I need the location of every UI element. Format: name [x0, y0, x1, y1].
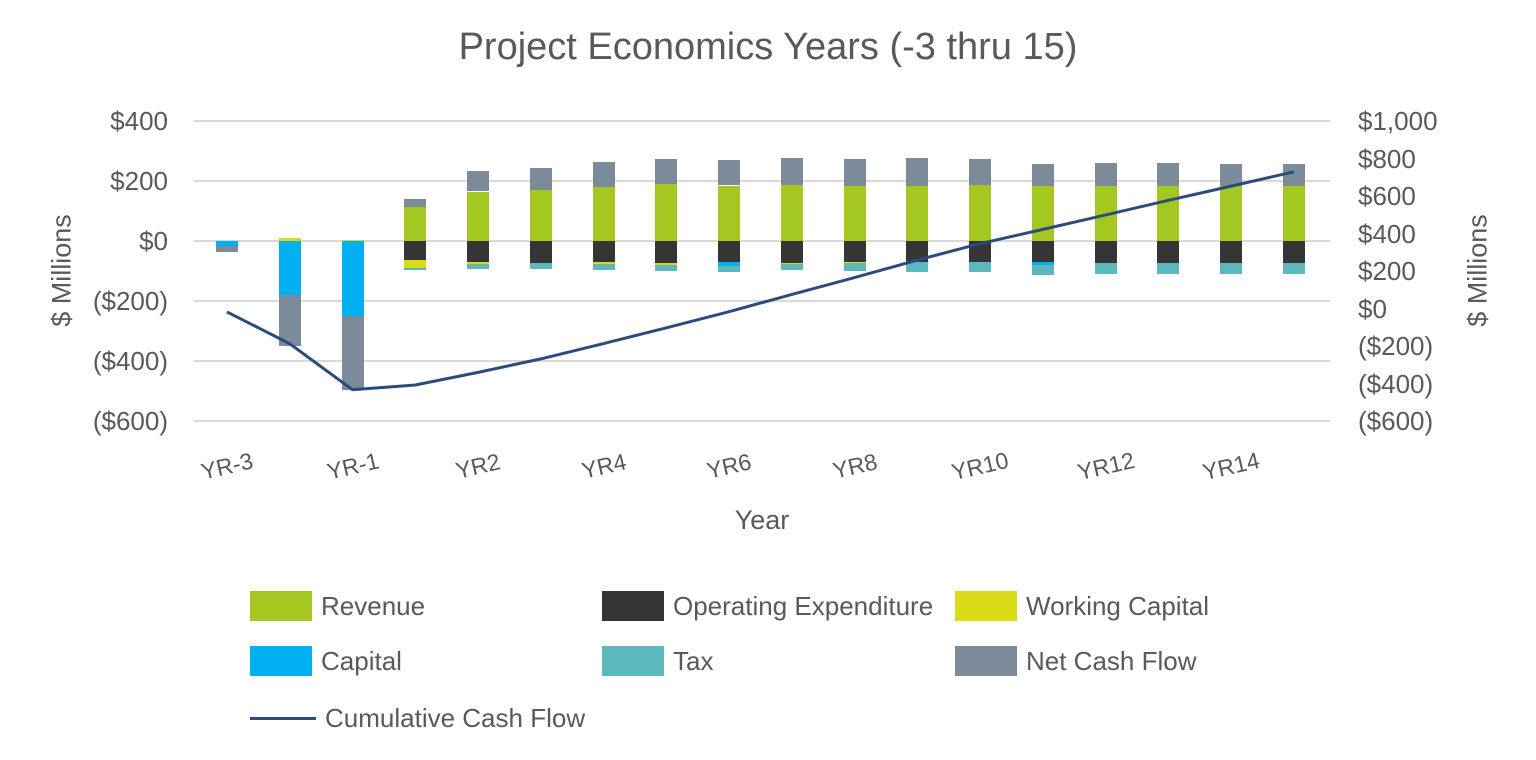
left-axis-tick-label: ($600): [92, 406, 168, 436]
right-axis-tick-label: $800: [1358, 143, 1416, 174]
legend-label-tax: Tax: [673, 645, 714, 676]
capital-swatch-icon: [250, 646, 312, 676]
legend-label-capital: Capital: [321, 645, 402, 676]
legend-label-revenue: Revenue: [321, 590, 426, 621]
cumulative-cash-flow-line-swatch-icon: [250, 716, 316, 720]
legend-label-working-capital: Working Capital: [1026, 590, 1210, 621]
right-axis-tick-label: $200: [1358, 256, 1416, 286]
legend-item-revenue: Revenue: [250, 590, 425, 622]
right-axis-tick-label: ($400): [1358, 368, 1434, 399]
left-axis-tick-label: ($400): [92, 346, 168, 376]
tax-swatch-icon: [602, 646, 664, 676]
left-axis-tick-label: $400: [110, 106, 168, 136]
revenue-swatch-icon: [250, 591, 312, 621]
legend-label-net-cash-flow: Net Cash Flow: [1026, 645, 1197, 676]
gridline: [194, 420, 1330, 422]
left-axis-tick-label: $200: [110, 166, 168, 196]
chart-title: Project Economics Years (-3 thru 15): [458, 26, 1078, 68]
legend-item-net-cash-flow: Net Cash Flow: [955, 645, 1197, 677]
legend-item-cumulative-cash-flow: Cumulative Cash Flow: [250, 702, 585, 734]
operating-expenditure-swatch-icon: [602, 591, 664, 621]
gridline: [194, 120, 1330, 122]
legend-label-operating-expenditure: Operating Expenditure: [673, 590, 934, 621]
working-capital-swatch-icon: [955, 591, 1017, 621]
right-axis-tick-label: $0: [1358, 293, 1387, 324]
legend-item-working-capital: Working Capital: [955, 590, 1209, 622]
right-axis-tick-label: ($200): [1358, 331, 1434, 361]
left-axis-tick-label: $0: [139, 226, 168, 256]
legend-item-tax: Tax: [602, 645, 713, 677]
right-axis-tick-label: ($600): [1358, 406, 1434, 436]
right-axis-tick-label: $1,000: [1358, 106, 1438, 136]
right-axis-tick-label: $600: [1358, 181, 1416, 211]
left-axis-tick-label: ($200): [92, 286, 168, 316]
legend-item-operating-expenditure: Operating Expenditure: [602, 590, 933, 622]
right-axis-tick-label: $400: [1358, 218, 1416, 249]
legend-item-capital: Capital: [250, 645, 402, 677]
legend-label-cumulative-cash-flow: Cumulative Cash Flow: [325, 702, 586, 733]
net-cash-flow-swatch-icon: [955, 646, 1017, 676]
x-axis-title: Year: [734, 505, 790, 535]
